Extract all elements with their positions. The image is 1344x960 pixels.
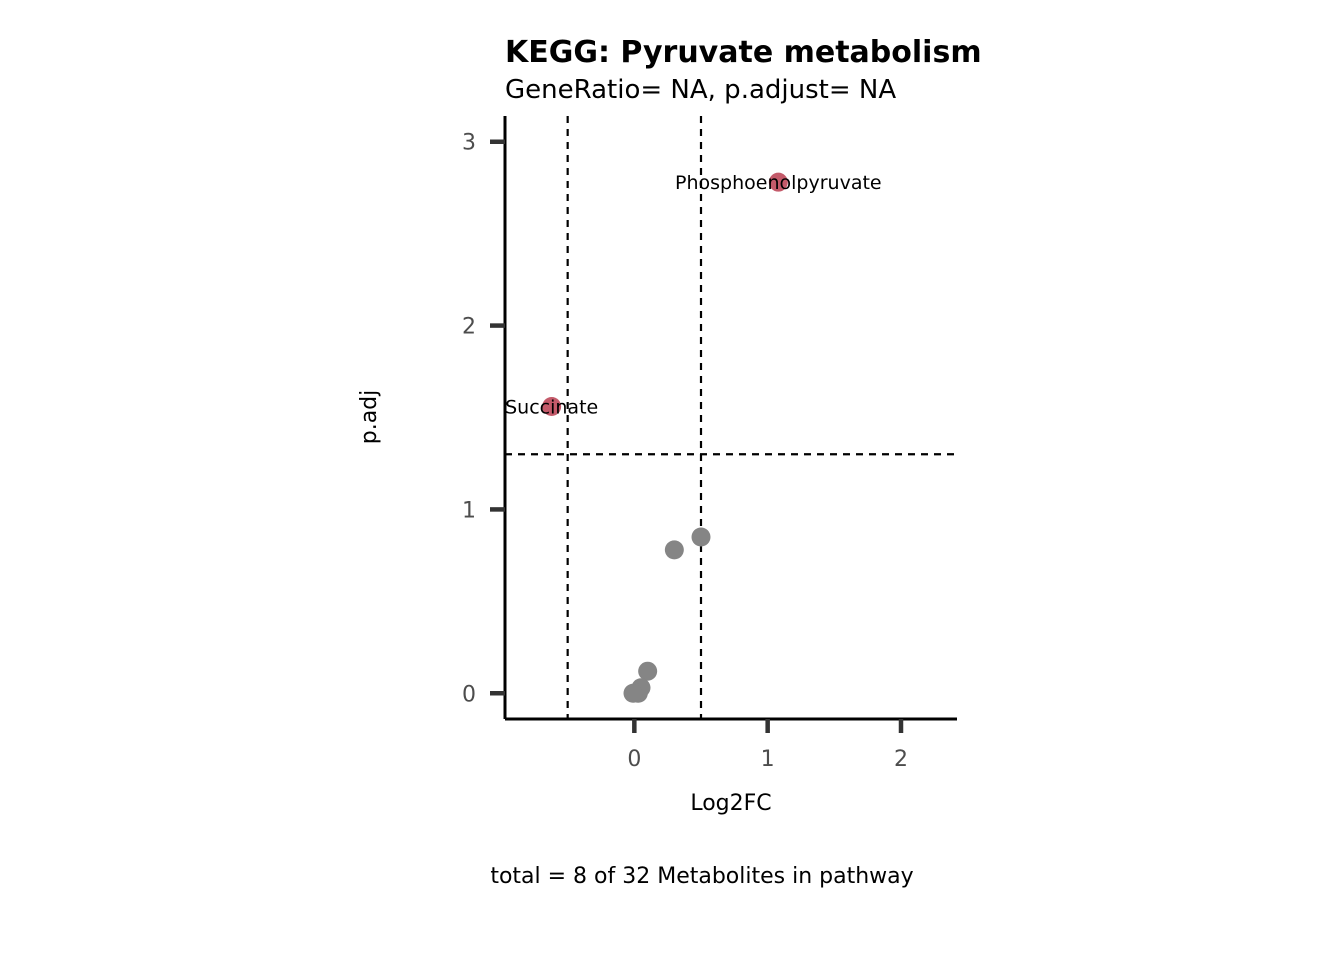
x-axis-ticks: 0 1 2 <box>627 719 908 772</box>
y-axis-title: p.adj <box>357 390 382 445</box>
data-point-3 <box>664 540 684 560</box>
reference-lines <box>505 116 957 719</box>
data-points <box>542 172 788 703</box>
point-label-phosphoenolpyruvate: Phosphoenolpyruvate <box>675 172 882 194</box>
chart-title: KEGG: Pyruvate metabolism <box>505 35 982 70</box>
chart-caption: total = 8 of 32 Metabolites in pathway <box>490 864 913 889</box>
x-tick-label: 0 <box>627 747 641 772</box>
y-tick-label: 1 <box>462 498 476 523</box>
data-point-7 <box>623 683 643 703</box>
x-axis-title: Log2FC <box>690 791 771 816</box>
y-tick-label: 3 <box>462 131 476 156</box>
data-point-2 <box>691 527 711 547</box>
chart-subtitle: GeneRatio= NA, p.adjust= NA <box>505 75 896 105</box>
x-tick-label: 2 <box>894 747 908 772</box>
data-point-phosphoenolpyruvate <box>768 172 788 192</box>
y-tick-label: 2 <box>462 315 476 340</box>
x-tick-label: 1 <box>761 747 775 772</box>
y-axis-ticks: 0 1 2 3 <box>462 131 505 707</box>
data-point-4 <box>638 661 658 681</box>
data-point-succinate <box>542 396 562 416</box>
point-labels: Succinate Phosphoenolpyruvate <box>505 172 882 418</box>
y-tick-label: 0 <box>462 682 476 707</box>
point-label-succinate: Succinate <box>505 396 598 418</box>
